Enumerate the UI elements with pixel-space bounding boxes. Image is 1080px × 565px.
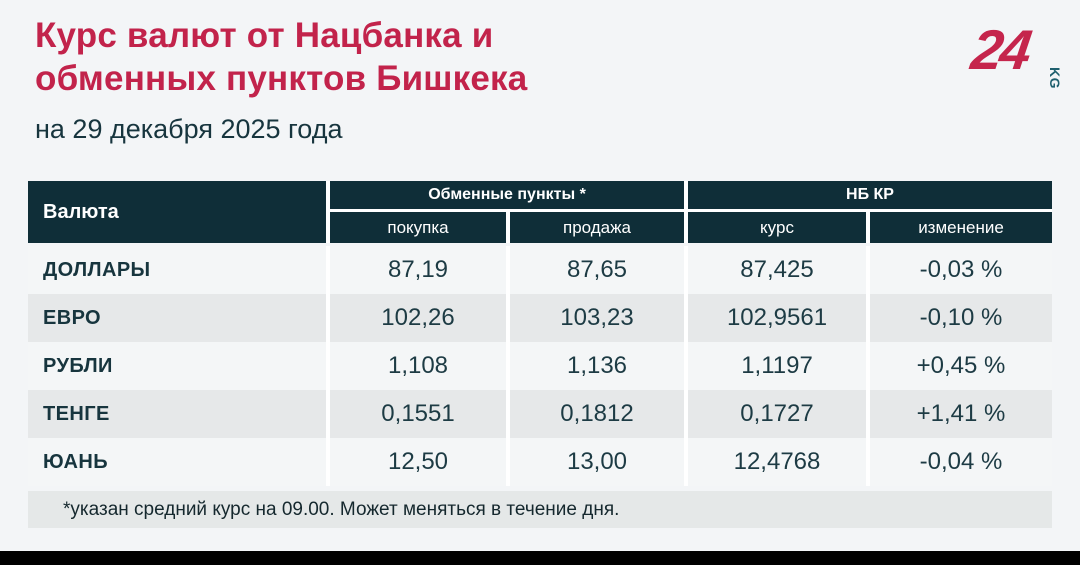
- cell-rate: 0,1727: [688, 390, 866, 438]
- cell-currency: ЮАНЬ: [28, 438, 326, 486]
- header-cell-rate: курс: [688, 212, 866, 243]
- page-title-line2: обменных пунктов Бишкека: [35, 59, 528, 98]
- header-cell-buy: покупка: [330, 212, 506, 243]
- cell-sell: 0,1812: [510, 390, 684, 438]
- cell-buy: 87,19: [330, 246, 506, 294]
- header-cell-sell: продажа: [510, 212, 684, 243]
- cell-change: -0,03 %: [870, 246, 1052, 294]
- cell-sell: 103,23: [510, 294, 684, 342]
- cell-currency: ДОЛЛАРЫ: [28, 246, 326, 294]
- footnote-bar: *указан средний курс на 09.00. Может мен…: [28, 491, 1052, 528]
- bottom-black-bar: [0, 551, 1080, 565]
- cell-rate: 87,425: [688, 246, 866, 294]
- cell-buy: 0,1551: [330, 390, 506, 438]
- cell-rate: 1,1197: [688, 342, 866, 390]
- page-title: Курс валют от Нацбанка и обменных пункто…: [35, 14, 527, 100]
- cell-sell: 1,136: [510, 342, 684, 390]
- cell-change: +1,41 %: [870, 390, 1052, 438]
- cell-change: -0,10 %: [870, 294, 1052, 342]
- header-cell-change: изменение: [870, 212, 1052, 243]
- header-group-nbkr: НБ КР: [688, 181, 1052, 209]
- cell-sell: 87,65: [510, 246, 684, 294]
- cell-currency: ТЕНГЕ: [28, 390, 326, 438]
- logo-kg-label: KG: [1047, 67, 1063, 89]
- cell-buy: 102,26: [330, 294, 506, 342]
- page-title-line1: Курс валют от Нацбанка и: [35, 16, 494, 55]
- header-cell-currency: Валюта: [28, 181, 326, 243]
- cell-sell: 13,00: [510, 438, 684, 486]
- cell-rate: 12,4768: [688, 438, 866, 486]
- cell-buy: 12,50: [330, 438, 506, 486]
- cell-currency: ЕВРО: [28, 294, 326, 342]
- header-group-exchange-points: Обменные пункты *: [330, 181, 684, 209]
- cell-buy: 1,108: [330, 342, 506, 390]
- logo-24kg: 24 KG: [968, 18, 1063, 89]
- cell-currency: РУБЛИ: [28, 342, 326, 390]
- cell-rate: 102,9561: [688, 294, 866, 342]
- date-subtitle: на 29 декабря 2025 года: [35, 114, 343, 144]
- table-header: Валюта Обменные пункты * НБ КР покупка п…: [28, 181, 1052, 243]
- cell-change: -0,04 %: [870, 438, 1052, 486]
- table-body: ДОЛЛАРЫ 87,19 87,65 87,425 -0,03 % ЕВРО …: [28, 246, 1052, 486]
- cell-change: +0,45 %: [870, 342, 1052, 390]
